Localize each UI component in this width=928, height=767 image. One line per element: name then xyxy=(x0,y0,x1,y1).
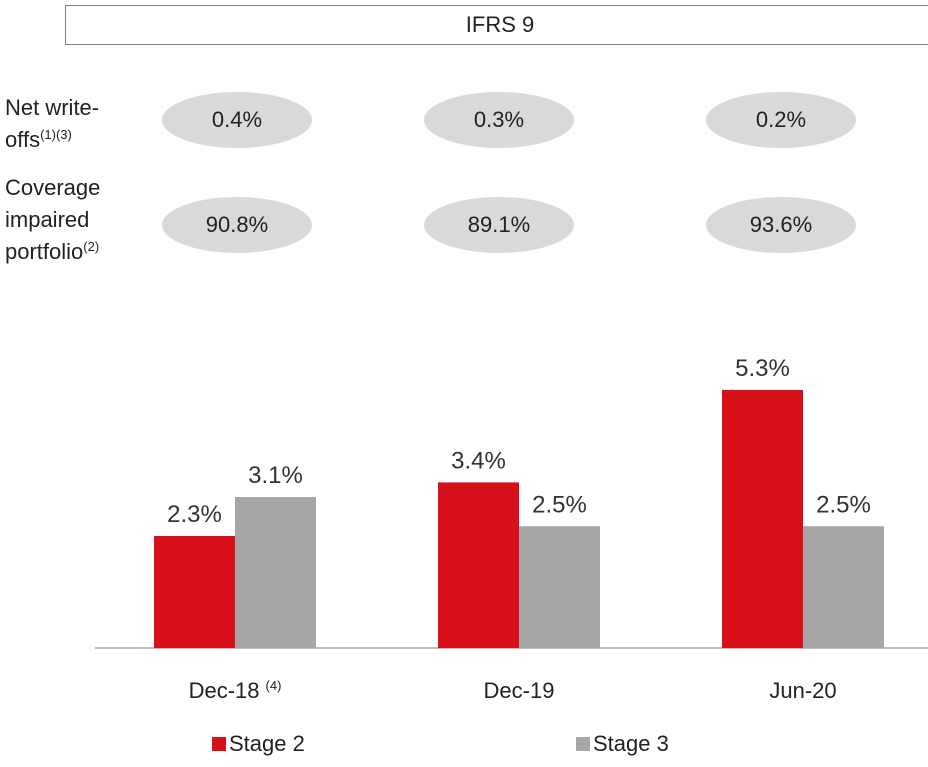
bar xyxy=(154,535,235,648)
x-tick-label: Dec-19 xyxy=(484,678,555,703)
label: Coverage impaired portfolio xyxy=(5,175,101,264)
metric-pill: 89.1% xyxy=(424,197,574,253)
metric-pill: 0.3% xyxy=(424,92,574,148)
metric-pill: 93.6% xyxy=(706,197,856,253)
category: Jun-20 xyxy=(769,678,836,703)
footnote: (4) xyxy=(266,678,282,693)
metric-pill: 90.8% xyxy=(162,197,312,253)
bar xyxy=(722,389,803,648)
data-label: 2.5% xyxy=(816,491,871,518)
label: Net write-offs xyxy=(5,95,100,152)
legend-swatch xyxy=(576,737,590,751)
footnote: (2) xyxy=(83,239,100,254)
row-label: Net write-offs(1)(3) xyxy=(5,92,135,156)
x-tick-label: Jun-20 xyxy=(769,678,836,703)
data-label: 5.3% xyxy=(735,355,790,382)
metric-pill: 0.2% xyxy=(706,92,856,148)
data-label: 2.3% xyxy=(167,501,222,528)
bar xyxy=(235,497,316,648)
data-label: 2.5% xyxy=(532,491,587,518)
header: IFRS 9 xyxy=(65,5,928,45)
bar xyxy=(519,526,600,648)
bar xyxy=(803,526,884,648)
data-label: 3.1% xyxy=(248,462,303,489)
legend-label: Stage 2 xyxy=(229,731,305,756)
data-label: 3.4% xyxy=(451,447,506,474)
metric-pill: 0.4% xyxy=(162,92,312,148)
category: Dec-18 xyxy=(189,678,260,703)
legend-swatch xyxy=(212,737,226,751)
bar xyxy=(438,482,519,648)
x-tick-label: Dec-18 (4) xyxy=(189,678,282,703)
legend-label: Stage 3 xyxy=(593,731,669,756)
row-label: Coverage impaired portfolio(2) xyxy=(5,172,135,268)
category: Dec-19 xyxy=(484,678,555,703)
footnote: (1)(3) xyxy=(40,127,72,142)
